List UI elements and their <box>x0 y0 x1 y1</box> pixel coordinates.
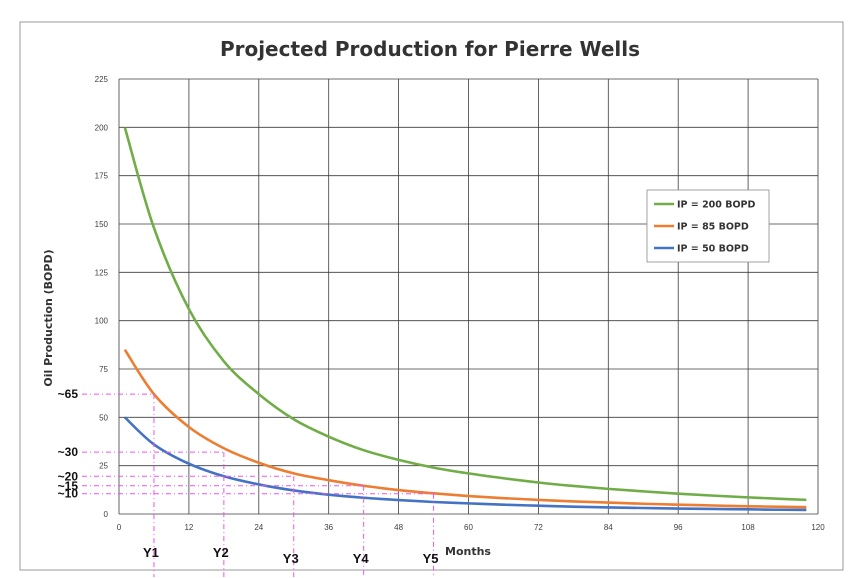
year-label: Y2 <box>213 545 229 560</box>
y-tick-label: 225 <box>95 75 109 84</box>
y-tick-label: 150 <box>95 220 109 229</box>
chart-title: Projected Production for Pierre Wells <box>220 37 640 61</box>
x-tick-label: 72 <box>534 523 543 532</box>
year-label: Y4 <box>353 551 370 566</box>
x-tick-label: 12 <box>184 523 193 532</box>
y-axis-label: Oil Production (BOPD) <box>42 249 55 386</box>
year-label: Y5 <box>423 551 439 566</box>
y-tick-label: 175 <box>95 172 109 181</box>
series-line-3 <box>123 416 807 512</box>
x-axis-label: Months <box>445 545 491 558</box>
x-tick-label: 48 <box>394 523 403 532</box>
y-tick-label: 125 <box>95 268 109 277</box>
legend-entry-label: IP = 85 BOPD <box>677 222 749 233</box>
series-line-2 <box>123 348 807 509</box>
x-tick-label: 36 <box>324 523 333 532</box>
level-label: ~20 <box>58 469 79 483</box>
series-line-1 <box>123 126 807 502</box>
series-lines <box>123 126 807 512</box>
x-tick-label: 108 <box>741 523 755 532</box>
y-tick-label: 75 <box>99 365 108 374</box>
x-tick-label: 24 <box>254 523 263 532</box>
year-label: Y1 <box>143 545 159 560</box>
year-label: Y3 <box>283 551 299 566</box>
chart-frame <box>19 21 844 571</box>
y-tick-label: 0 <box>104 510 109 519</box>
x-tick-label: 96 <box>674 523 683 532</box>
y-tick-label: 50 <box>99 413 108 422</box>
x-tick-label: 0 <box>117 523 122 532</box>
level-label: ~30 <box>58 445 79 459</box>
legend-entry-label: IP = 50 BOPD <box>677 244 749 255</box>
level-label: ~65 <box>58 387 79 401</box>
annotations: ~65 ~30 ~20~15~10 Y1 Y2 Y3 Y4 Y5 <box>58 387 439 577</box>
legend: IP = 200 BOPD IP = 85 BOPD IP = 50 BOPD <box>646 189 770 263</box>
level-label: ~15 <box>58 479 79 493</box>
x-tick-label: 60 <box>464 523 473 532</box>
y-tick-label: 200 <box>95 123 109 132</box>
tick-labels: 0 25 50 75 100 125 150 175 200 225 0 12 24 36 48 60 72 84… <box>95 75 826 532</box>
x-tick-label: 84 <box>604 523 613 532</box>
y-tick-label: 100 <box>95 317 109 326</box>
grid <box>118 78 819 515</box>
level-label: ~10 <box>58 487 79 501</box>
legend-entry-label: IP = 200 BOPD <box>677 200 755 211</box>
y-tick-label: 25 <box>99 462 108 471</box>
x-tick-label: 120 <box>811 523 825 532</box>
